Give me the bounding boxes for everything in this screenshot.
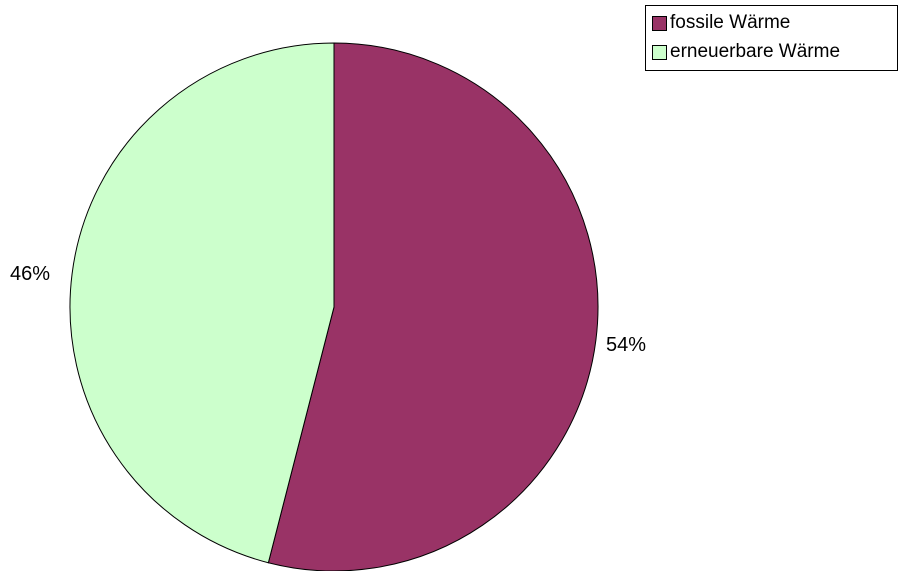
legend-item-erneuerbare: erneuerbare Wärme [652,41,840,63]
legend: fossile Wärme erneuerbare Wärme [645,5,898,71]
legend-swatch-fossile [652,15,667,31]
pie-slice-0 [267,42,599,571]
legend-label-erneuerbare: erneuerbare Wärme [670,41,841,62]
pie-slice-1 [69,42,335,564]
data-label-erneuerbare: 46% [10,263,51,285]
legend-item-fossile: fossile Wärme [652,12,790,34]
data-label-fossile: 54% [606,334,647,356]
legend-swatch-erneuerbare [652,44,667,60]
pie-slices [69,42,599,571]
legend-label-fossile: fossile Wärme [670,12,791,33]
